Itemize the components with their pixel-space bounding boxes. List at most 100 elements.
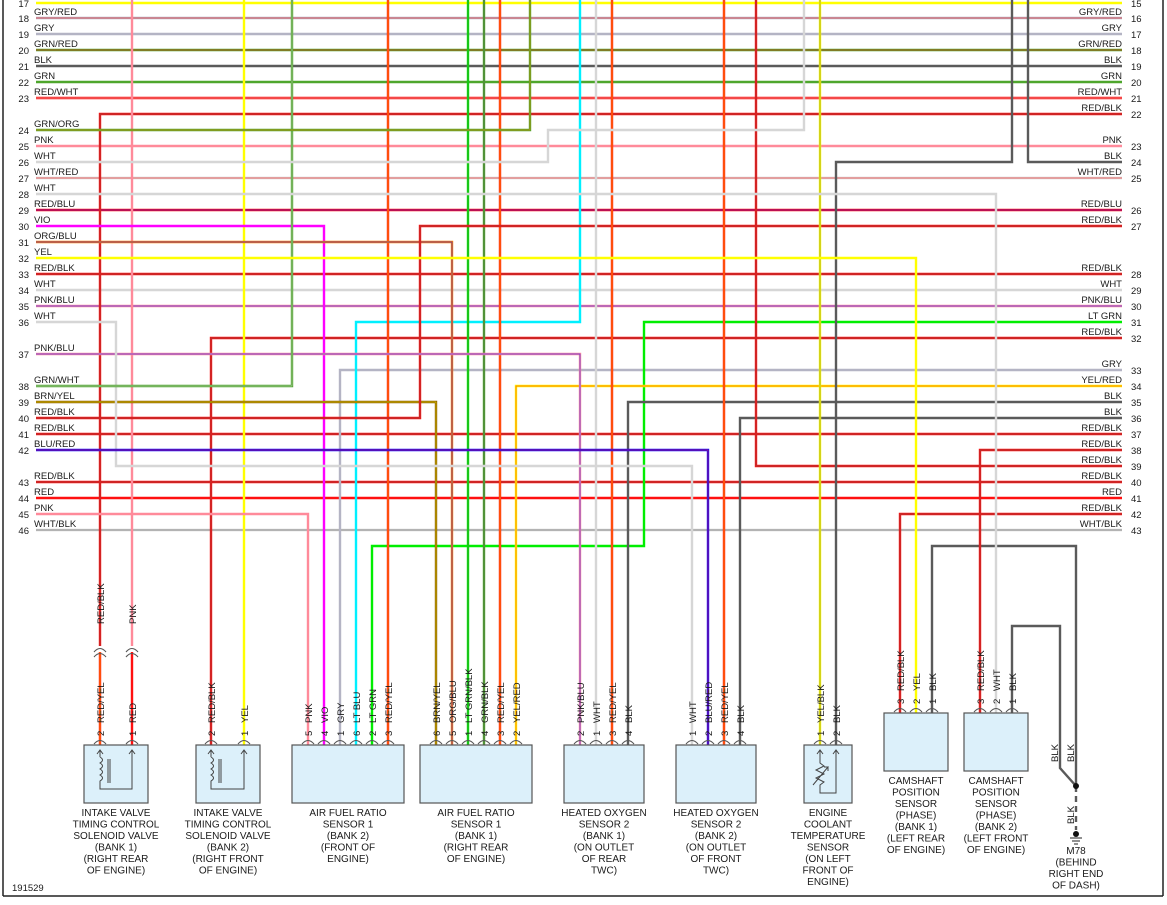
pin-number: 42	[18, 446, 29, 457]
wire-color-label: BLK	[34, 55, 53, 66]
pin-number: 32	[18, 254, 29, 265]
wire-route	[36, 224, 1122, 420]
splice-dot-icon	[1073, 783, 1079, 789]
wire-body	[36, 320, 694, 745]
wire-color-label: BLK	[1104, 55, 1123, 66]
wire-color-label: YEL	[34, 247, 52, 258]
wire-color-label: RED/BLK	[1081, 455, 1122, 466]
pin-number: 4	[736, 731, 747, 736]
wire-color-label: WHT	[34, 311, 56, 322]
component-name-line: TWC)	[591, 866, 617, 877]
pin-number: 28	[1131, 270, 1142, 281]
right-connector-row: 36 BLK	[1104, 407, 1142, 425]
left-connector-row: 37 PNK/BLU	[18, 343, 74, 361]
pin-number: 16	[1131, 14, 1142, 25]
wire-tracer	[755, 0, 1122, 467]
wire-color-label: PNK/BLU	[34, 343, 75, 354]
component-body	[195, 744, 261, 804]
wire-route	[1026, 0, 1122, 164]
wire-color-label: RED/WHT	[1078, 87, 1123, 98]
wire-tracer	[99, 113, 1122, 646]
right-connector-row: 18 GRN/RED	[1078, 39, 1141, 57]
connector-terminal-icon	[1005, 707, 1019, 713]
pin-number: 46	[18, 526, 29, 537]
wire-color-label: RED	[34, 487, 54, 498]
connector-terminal-icon	[93, 647, 107, 653]
right-connector-row: 29 WHT	[1100, 279, 1141, 297]
wire-route	[36, 224, 326, 745]
pin-number: 29	[1131, 286, 1142, 297]
pin-number: 2	[992, 699, 1003, 704]
pin-number: 1	[128, 731, 139, 736]
wire-color-label: GRY	[1102, 23, 1123, 34]
left-connector-row: 19 GRY	[18, 23, 55, 41]
pin-number: 23	[1131, 142, 1142, 153]
pin-number: 26	[1131, 206, 1142, 217]
pin-wire-label: RED/YEL	[496, 682, 507, 723]
wire-color-label: ORG/BLU	[34, 231, 77, 242]
right-connector-row: 17 GRY	[1102, 23, 1142, 41]
wire-body	[36, 224, 326, 745]
wire-color-label: BLK	[1104, 151, 1123, 162]
wire-color-label: WHT	[34, 183, 56, 194]
wire-route	[898, 512, 1122, 713]
wire-route	[209, 336, 1122, 745]
component-name-line: FRONT OF	[803, 866, 854, 877]
component-name-line: (PHASE)	[896, 811, 937, 822]
component-name-line: (BANK 2)	[207, 843, 249, 854]
component-name-line: (RIGHT FRONT	[192, 854, 263, 865]
pin-wire-label: PNK	[304, 703, 315, 723]
pin-number: 38	[1131, 446, 1142, 457]
wire-color-label: PNK	[34, 503, 54, 514]
wire-color-label: PNK/BLU	[1081, 295, 1122, 306]
connector-terminal-icon	[477, 739, 491, 745]
wire-color-label: GRN/RED	[1078, 39, 1122, 50]
solenoid-coil-icon	[96, 749, 136, 790]
left-connector-row: 42 BLU/RED	[18, 439, 75, 457]
pin-number: 2	[96, 731, 107, 736]
wire-body	[738, 416, 1122, 745]
pin-number: 43	[18, 478, 29, 489]
right-connector-row: 24 BLK	[1104, 151, 1142, 169]
wire-route	[36, 192, 998, 713]
wire-color-label: LT GRN	[1088, 311, 1122, 322]
left-connector-row: 31 ORG/BLU	[18, 231, 76, 249]
wire-color-label: VIO	[34, 215, 50, 226]
wire-color-label: BRN/YEL	[34, 391, 75, 402]
pin-number: 5	[448, 731, 459, 736]
connector-terminal-icon	[204, 739, 218, 745]
pin-number: 4	[320, 731, 331, 736]
pin-number: 19	[1131, 62, 1142, 73]
connector-terminal-icon	[925, 707, 939, 713]
wire-route	[626, 400, 1122, 745]
wire-route	[36, 352, 582, 745]
wire-color-label: RED	[1102, 487, 1122, 498]
left-connector-row: 28 WHT	[18, 183, 55, 201]
left-connector-row: 35 PNK/BLU	[18, 295, 74, 313]
right-connector-row: 30 PNK/BLU	[1081, 295, 1141, 313]
left-connector-row: 38 GRN/WHT	[18, 375, 79, 393]
pin-number: 3	[608, 731, 619, 736]
pin-number: 43	[1131, 526, 1142, 537]
right-connector-row: 16 GRY/RED	[1079, 7, 1142, 25]
wire-route	[338, 368, 1122, 745]
wire-color-label: RED/BLK	[1081, 423, 1122, 434]
wire-route	[36, 0, 806, 164]
wire-color-label: WHT/RED	[1078, 167, 1122, 178]
pin-number: 37	[18, 350, 29, 361]
pin-number: 35	[1131, 398, 1142, 409]
connector-terminal-icon	[893, 707, 907, 713]
component-name-line: (ON LEFT	[805, 854, 851, 865]
wire-color-label: GRY	[1102, 359, 1123, 370]
connector-terminal-icon	[381, 739, 395, 745]
pin-number: 4	[480, 731, 491, 736]
wire-route	[36, 448, 710, 745]
left-connector-row: 33 RED/BLK	[18, 263, 75, 281]
connector-terminal-icon	[461, 739, 475, 745]
component-name-line: HEATED OXYGEN	[561, 808, 646, 819]
wire-color-label: RED/BLK	[34, 423, 75, 434]
right-connector-row: 20 GRN	[1101, 71, 1142, 89]
pin-number: 24	[1131, 158, 1142, 169]
connector-terminal-icon	[829, 739, 843, 745]
